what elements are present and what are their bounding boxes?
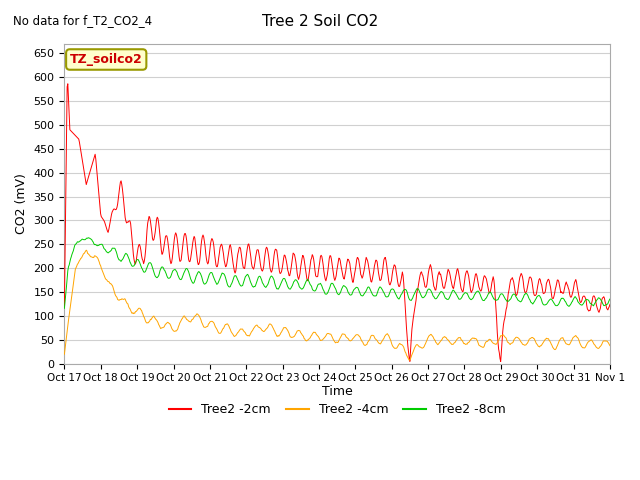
X-axis label: Time: Time xyxy=(322,385,353,398)
Legend: Tree2 -2cm, Tree2 -4cm, Tree2 -8cm: Tree2 -2cm, Tree2 -4cm, Tree2 -8cm xyxy=(164,398,511,421)
Y-axis label: CO2 (mV): CO2 (mV) xyxy=(15,173,28,234)
Text: No data for f_T2_CO2_4: No data for f_T2_CO2_4 xyxy=(13,14,152,27)
Text: Tree 2 Soil CO2: Tree 2 Soil CO2 xyxy=(262,14,378,29)
Text: TZ_soilco2: TZ_soilco2 xyxy=(70,53,143,66)
